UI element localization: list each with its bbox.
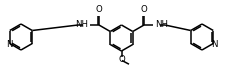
Text: O: O: [95, 6, 102, 15]
Text: O: O: [118, 55, 125, 64]
Text: NH: NH: [75, 20, 88, 29]
Text: O: O: [141, 6, 148, 15]
Text: N: N: [6, 39, 12, 49]
Text: N: N: [211, 39, 217, 49]
Text: NH: NH: [155, 20, 168, 29]
